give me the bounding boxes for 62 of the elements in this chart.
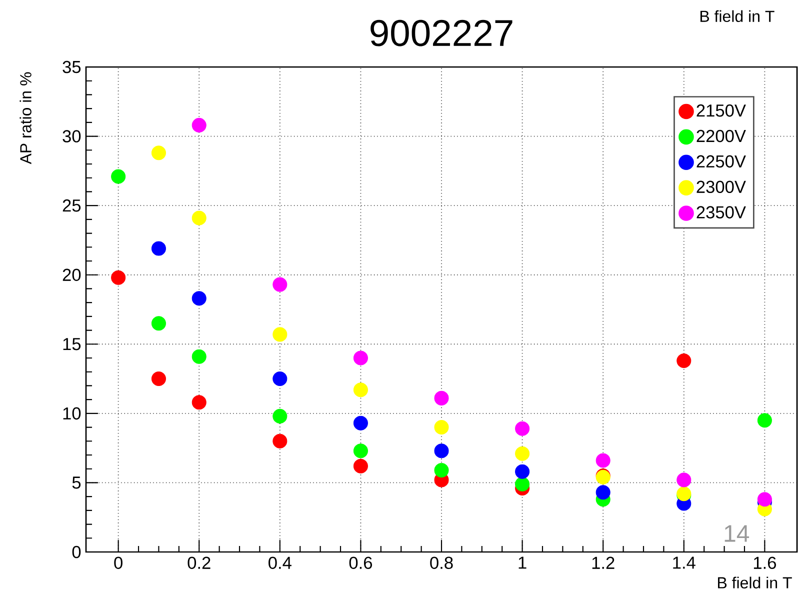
point: [515, 476, 530, 492]
point: [596, 485, 610, 500]
point: [272, 408, 288, 424]
y-tick-label: 25: [62, 199, 81, 212]
point: [192, 291, 206, 306]
point: [111, 270, 126, 285]
point: [353, 458, 368, 474]
point: [353, 382, 368, 398]
point: [515, 421, 530, 436]
x-axis-title: B field in T: [718, 576, 792, 588]
point: [434, 390, 449, 406]
point: [272, 372, 288, 386]
point: [272, 434, 288, 448]
annotation: 14: [724, 525, 750, 542]
legend-label: 2300V: [696, 180, 746, 194]
point: [434, 462, 449, 478]
y-tick-label: 0: [72, 546, 81, 558]
chart-title: 9002227: [370, 20, 512, 46]
y-tick-label: 15: [63, 338, 81, 350]
x-tick-label: 1.2: [592, 556, 614, 569]
text: B field in T: [700, 10, 774, 22]
point: [151, 146, 166, 160]
x-tick-label: 1.4: [673, 556, 696, 569]
point: [434, 444, 449, 458]
point: [757, 413, 772, 428]
x-tick-label: 0.8: [430, 556, 453, 569]
point: [757, 492, 772, 507]
point: [676, 354, 692, 368]
point: [596, 453, 610, 468]
point: [272, 327, 288, 342]
point: [515, 464, 530, 479]
y-tick-label: 20: [62, 268, 81, 281]
y-tick-label: 30: [62, 130, 81, 142]
y-tick-label: 10: [63, 407, 81, 420]
x-tick-label: 0.4: [268, 556, 292, 569]
point: [353, 444, 368, 458]
x-tick-label: 0: [114, 556, 122, 569]
point: [515, 446, 530, 461]
point: [434, 420, 449, 435]
point: [111, 169, 126, 184]
y-tick-label: 5: [72, 476, 81, 489]
point: [676, 472, 692, 488]
x-tick-label: 1: [518, 556, 526, 569]
point: [192, 210, 206, 226]
point: [151, 316, 166, 331]
point: [151, 372, 166, 386]
y-axis-title: AP ratio in %: [20, 72, 32, 164]
point: [192, 395, 206, 410]
x-tick-label: 0.2: [188, 556, 210, 569]
point: [353, 416, 368, 430]
legend-label: 2350V: [696, 206, 746, 218]
point: [151, 241, 166, 256]
legend-label: 2200V: [696, 130, 746, 142]
point: [192, 349, 206, 364]
point: [272, 277, 288, 292]
x-tick-label: 0.6: [349, 556, 372, 569]
legend-label: 2250V: [696, 155, 746, 168]
point: [353, 350, 368, 366]
point: [192, 118, 206, 132]
y-tick-label: 35: [62, 60, 81, 74]
legend-label: 2150V: [696, 104, 746, 117]
x-tick-label: 1.6: [754, 556, 776, 569]
